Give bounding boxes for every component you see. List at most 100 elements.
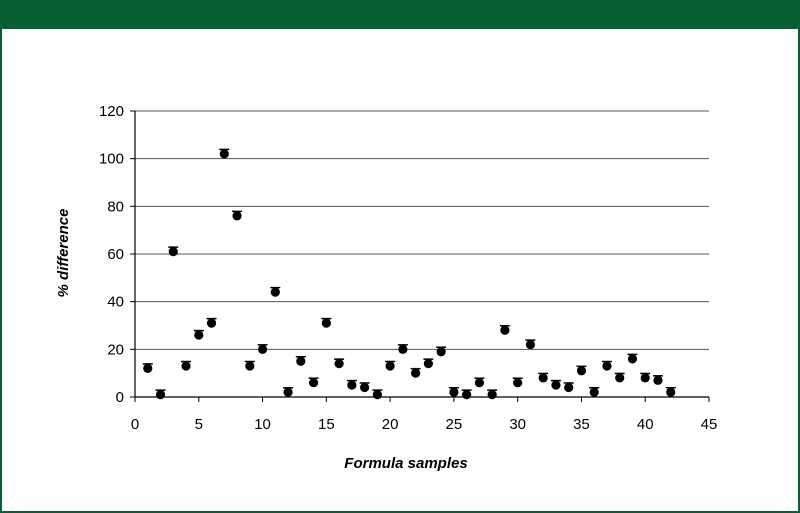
data-point <box>359 382 370 393</box>
y-tick-label: 60 <box>107 246 124 263</box>
x-tick-label: 20 <box>382 416 399 433</box>
data-point <box>181 360 192 371</box>
point-marker <box>168 247 178 257</box>
data-point <box>499 325 510 335</box>
point-marker <box>194 330 204 340</box>
point-marker <box>640 373 650 383</box>
data-point <box>550 379 561 390</box>
x-tick-label: 45 <box>701 416 718 433</box>
data-point <box>525 339 536 350</box>
point-marker <box>219 149 229 159</box>
point-marker <box>155 390 166 400</box>
point-marker <box>398 344 408 354</box>
point-marker <box>653 375 663 385</box>
data-point <box>270 286 281 297</box>
data-point <box>423 358 434 369</box>
point-marker <box>462 390 472 400</box>
point-marker <box>411 368 421 378</box>
data-point <box>257 344 268 354</box>
x-tick-label: 25 <box>446 416 463 433</box>
point-marker <box>487 390 497 400</box>
point-marker <box>143 363 153 373</box>
point-marker <box>576 366 587 376</box>
data-point <box>640 372 651 383</box>
data-point <box>665 386 676 397</box>
data-point <box>321 317 332 328</box>
point-marker <box>423 359 433 369</box>
point-marker <box>449 387 459 397</box>
point-marker <box>283 387 293 397</box>
data-point <box>142 363 153 373</box>
point-marker <box>615 373 625 383</box>
data-point <box>385 360 396 371</box>
point-marker <box>270 287 280 297</box>
point-marker <box>296 356 306 366</box>
data-point <box>512 377 523 388</box>
data-point <box>448 386 459 397</box>
data-point <box>244 360 255 371</box>
data-point <box>308 377 319 388</box>
point-marker <box>538 373 548 383</box>
data-point <box>372 389 383 400</box>
data-point <box>461 389 472 400</box>
data-point <box>563 382 574 393</box>
data-point <box>232 210 243 221</box>
point-marker <box>525 339 536 350</box>
data-points <box>142 148 676 400</box>
data-point <box>538 372 549 383</box>
data-point <box>155 389 166 400</box>
tick-labels: 0 20 40 60 80 100 120 0 5 10 15 20 25 30 35 40 45 <box>99 103 717 433</box>
point-marker <box>551 380 561 390</box>
point-marker <box>385 361 395 371</box>
point-marker <box>666 387 676 397</box>
point-marker <box>232 211 242 221</box>
point-marker <box>513 378 523 388</box>
point-marker <box>321 318 331 328</box>
point-marker <box>181 361 191 371</box>
data-point <box>346 379 357 390</box>
data-point <box>193 329 204 340</box>
data-point <box>589 386 600 397</box>
point-marker <box>308 378 319 388</box>
axes <box>130 110 710 402</box>
point-marker <box>589 387 599 397</box>
y-tick-label: 120 <box>99 103 124 120</box>
data-point <box>206 317 217 328</box>
data-point <box>601 360 612 371</box>
x-tick-label: 40 <box>637 416 654 433</box>
point-marker <box>500 325 510 335</box>
point-marker <box>602 361 612 371</box>
data-point <box>614 372 625 383</box>
point-marker <box>206 318 217 328</box>
data-point <box>168 246 179 257</box>
data-point <box>474 377 485 388</box>
x-axis-title: Formula samples <box>344 455 467 472</box>
point-marker <box>564 382 574 393</box>
data-point <box>334 358 345 369</box>
data-point <box>436 346 447 357</box>
header-band <box>0 0 800 29</box>
gridlines <box>135 110 709 350</box>
point-marker <box>347 380 357 390</box>
point-marker <box>334 359 344 369</box>
data-point <box>397 344 408 354</box>
point-marker <box>474 378 484 388</box>
data-point <box>576 365 587 376</box>
data-point <box>652 375 663 385</box>
data-point <box>627 353 638 364</box>
y-tick-label: 0 <box>116 389 124 406</box>
point-marker <box>245 361 255 371</box>
x-tick-label: 30 <box>509 416 526 433</box>
point-marker <box>257 344 268 354</box>
x-tick-label: 0 <box>131 416 139 433</box>
point-marker <box>436 347 446 357</box>
y-tick-label: 40 <box>107 294 124 311</box>
x-tick-label: 35 <box>573 416 590 433</box>
data-point <box>410 367 421 378</box>
y-tick-label: 100 <box>99 151 124 168</box>
x-tick-label: 15 <box>318 416 335 433</box>
y-tick-label: 20 <box>107 341 124 358</box>
data-point <box>219 148 230 159</box>
